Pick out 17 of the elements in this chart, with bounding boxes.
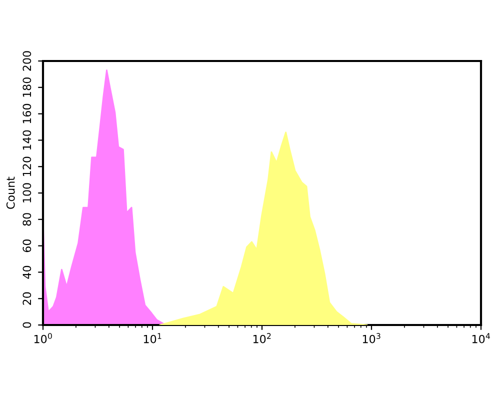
y-tick-label: 120 — [22, 156, 32, 176]
x-tick-label: 10$^{2}$ — [253, 333, 271, 344]
x-tick-label: 10$^{3}$ — [362, 333, 380, 344]
y-tick-label: 140 — [22, 130, 32, 150]
y-tick-label: 180 — [22, 78, 32, 97]
y-tick-label: 40 — [22, 266, 32, 279]
x-tick-label: 10$^{1}$ — [144, 333, 162, 344]
x-tick-label: 10$^{4}$ — [472, 333, 490, 344]
y-tick-label: 60 — [22, 239, 32, 252]
y-tick-label: 0 — [22, 322, 32, 328]
y-axis-title: Count — [6, 176, 15, 209]
y-tick-label: 160 — [22, 104, 32, 124]
y-tick-label: 200 — [22, 51, 32, 71]
x-tick-label: 10$^{0}$ — [34, 333, 52, 344]
y-tick-label: 80 — [22, 213, 32, 226]
y-tick-label: 100 — [22, 183, 32, 202]
y-tick-label: 20 — [22, 292, 32, 305]
